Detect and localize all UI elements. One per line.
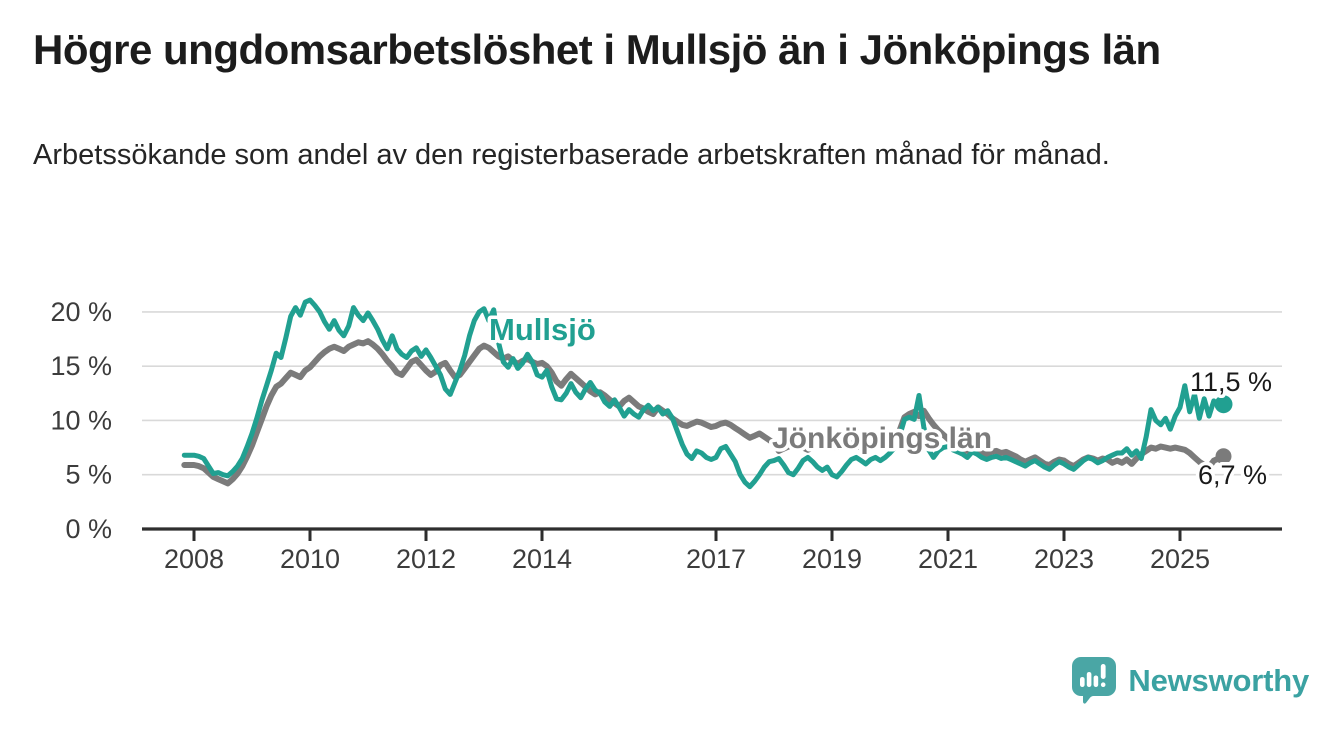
x-tick-label-2012: 2012	[396, 544, 456, 574]
x-tick-label-2023: 2023	[1034, 544, 1094, 574]
jonkoping-series-label: Jönköpings län	[772, 422, 992, 455]
series-line-mullsjo	[181, 297, 1226, 490]
mullsjo-series-label: Mullsjö	[489, 312, 596, 347]
y-tick-label-20: 20 %	[50, 297, 112, 327]
page-subtitle: Arbetssökande som andel av den registerb…	[33, 139, 1110, 171]
x-tick-label-2008: 2008	[164, 544, 224, 574]
x-tick-label-2019: 2019	[802, 544, 862, 574]
newsworthy-wordmark: Newsworthy	[1128, 663, 1309, 698]
x-tick-label-2017: 2017	[686, 544, 746, 574]
newsworthy-speech-bubble-chart-icon	[1072, 657, 1117, 704]
jonkoping-end-value: 6,7 %	[1198, 460, 1267, 490]
series-end-dot-mullsjo	[1214, 395, 1233, 414]
mullsjo-end-value: 11,5 %	[1190, 367, 1272, 397]
x-tick-label-2025: 2025	[1150, 544, 1210, 574]
newsworthy-logo: Newsworthy	[1071, 656, 1309, 706]
page-title: Högre ungdomsarbetslöshet i Mullsjö än i…	[33, 26, 1161, 73]
x-tick-label-2014: 2014	[512, 544, 572, 574]
x-tick-label-2021: 2021	[918, 544, 978, 574]
series-end-dot-jonkoping	[1215, 448, 1232, 465]
series-line-jonkoping	[181, 338, 1227, 487]
x-tick-label-2010: 2010	[280, 544, 340, 574]
y-tick-label-5: 5 %	[65, 460, 112, 490]
y-tick-label-10: 10 %	[50, 405, 112, 435]
y-tick-label-0: 0 %	[65, 514, 112, 544]
y-tick-label-15: 15 %	[50, 351, 112, 381]
